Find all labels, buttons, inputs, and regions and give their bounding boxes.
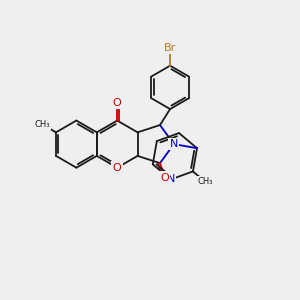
Text: N: N: [169, 139, 178, 149]
Text: N: N: [167, 175, 175, 184]
Text: CH₃: CH₃: [34, 120, 50, 129]
Text: O: O: [113, 98, 122, 108]
Text: Br: Br: [164, 43, 176, 53]
Text: O: O: [160, 173, 169, 183]
Text: O: O: [113, 163, 122, 173]
Text: CH₃: CH₃: [198, 177, 213, 186]
